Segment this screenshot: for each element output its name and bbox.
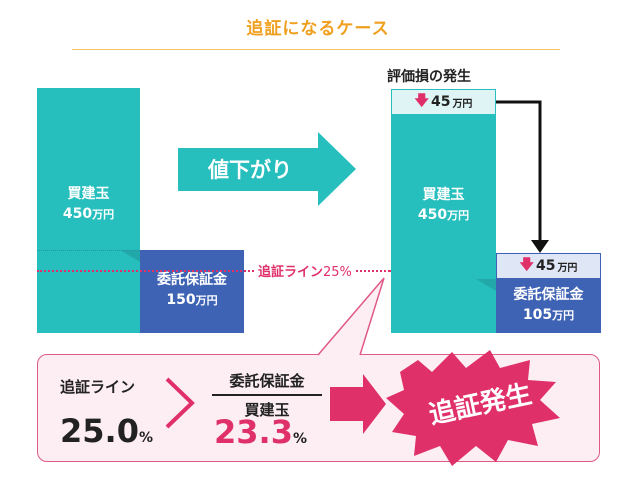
left-deposit-label: 委託保証金 [157,272,227,288]
right-deposit-block: 委託保証金 105万円 [496,279,601,333]
ratio-fraction: 委託保証金 買建玉 [212,370,322,420]
left-deposit-amount: 150万円 [166,292,218,308]
fraction-denominator: 買建玉 [244,401,290,419]
left-buy-position-block: 買建玉 450万円 [37,88,140,333]
line-label: 追証ライン [60,378,136,396]
left-buy-amount: 450万円 [62,206,115,222]
margin-call-line-left [37,270,397,272]
valuation-loss-box: 🡇 45 万円 [391,89,496,115]
right-deposit-label: 委託保証金 [513,287,584,303]
down-arrow-icon: 🡇 [414,93,429,109]
valuation-loss-title: 評価損の発生 [387,69,471,85]
deducted-loss-box: 🡇 45 万円 [496,253,601,279]
right-deposit-amount: 105万円 [522,307,575,323]
margin-call-line-label: 追証ライン25% [255,261,355,280]
right-buy-position-block: 買建玉 450万円 [391,115,496,333]
page-title: 追証になるケース [246,19,390,39]
fraction-bar [212,394,322,396]
left-buy-label: 買建玉 [67,186,110,202]
down-arrow-icon-2: 🡇 [519,257,534,273]
line-value: 25.0% [60,412,153,450]
ratio-value: 23.3% [214,413,307,451]
price-drop-label: 値下がり [208,158,292,182]
deducted-loss-amount: 45 [535,258,556,274]
left-deposit-block: 委託保証金 150万円 [140,250,244,333]
valuation-loss-amount: 45 [430,94,451,110]
right-buy-label: 買建玉 [422,187,465,203]
fraction-numerator: 委託保証金 [229,372,305,390]
title-divider [72,49,560,50]
left-reference-line [37,250,140,251]
right-buy-amount: 450万円 [417,207,470,223]
